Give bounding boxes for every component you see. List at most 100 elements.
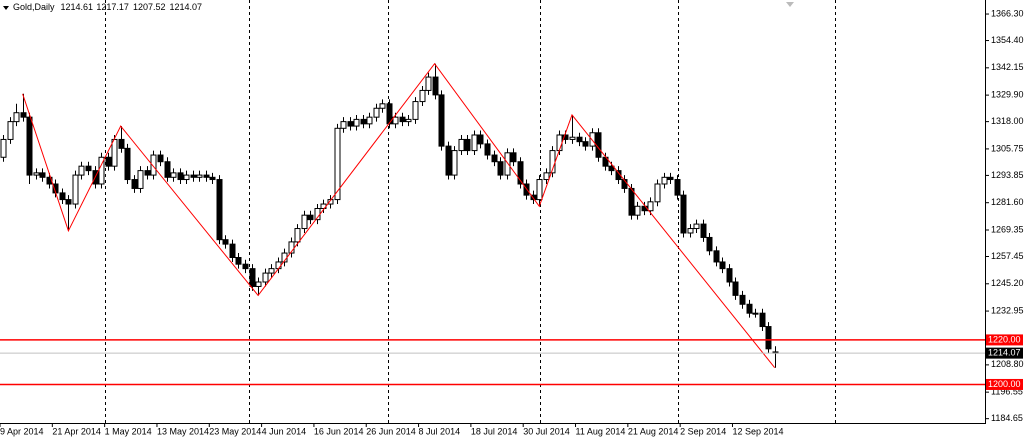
candle-body: [170, 172, 177, 178]
y-tick-label: 1232.95: [991, 305, 1024, 315]
candle-body: [235, 257, 242, 265]
y-tick-label: 1184.65: [991, 413, 1023, 423]
candle-body: [582, 141, 589, 147]
candle-body: [562, 134, 569, 140]
candle-body: [647, 201, 654, 212]
x-tick-label: 9 Apr 2014: [0, 426, 44, 436]
y-tick-label: 1245.20: [991, 278, 1024, 288]
candle-body: [111, 138, 118, 167]
candle-body: [759, 312, 766, 328]
candle-body: [634, 205, 641, 216]
candle-body: [438, 94, 445, 147]
candle-body: [242, 263, 249, 270]
candle-body: [746, 303, 753, 314]
candle-body: [530, 194, 537, 201]
period-separators: [105, 0, 836, 423]
candle-body: [765, 326, 772, 350]
y-tick-label: 1318.00: [991, 116, 1024, 126]
candle-body: [392, 116, 399, 125]
candle-body: [131, 179, 138, 189]
candle-body: [432, 76, 439, 96]
y-tick-label: 1342.15: [991, 62, 1024, 72]
candle-body: [661, 176, 668, 185]
x-tick-label: 21 Apr 2014: [52, 426, 101, 436]
candle-body: [667, 176, 674, 181]
candle-body: [0, 138, 7, 158]
candle-body: [386, 103, 393, 125]
candle-body: [255, 281, 262, 287]
candle-body: [164, 161, 171, 178]
last-open: 1214.61: [61, 2, 94, 12]
candle-body: [576, 136, 583, 143]
candle-body: [713, 250, 720, 263]
candle-body: [340, 121, 347, 129]
candle-body: [7, 121, 14, 140]
x-tick-label: 23 May 2014: [209, 426, 261, 436]
candle-body: [196, 174, 203, 178]
candle-body: [654, 183, 661, 203]
candle-body: [203, 174, 210, 178]
candle-body: [412, 101, 419, 120]
candle-body: [307, 214, 314, 221]
candle-body: [700, 223, 707, 238]
candle-body: [78, 165, 85, 176]
candle-body: [360, 118, 367, 125]
candle-body: [366, 116, 373, 125]
last-price-box: [986, 347, 1023, 359]
candle-body: [536, 179, 543, 201]
candle-body: [425, 76, 432, 91]
level-box: [986, 378, 1023, 390]
candle-body: [687, 228, 694, 234]
candle-body: [275, 261, 282, 270]
candle-body: [517, 161, 524, 185]
candle-body: [589, 132, 596, 147]
candle-body: [419, 89, 426, 103]
candle-body: [301, 214, 308, 230]
last-high: 1217.17: [96, 2, 129, 12]
x-tick-label: 4 Jun 2014: [262, 426, 307, 436]
candle-body: [471, 134, 478, 152]
candle-body: [118, 138, 125, 149]
candle-body: [628, 187, 635, 216]
candle-body: [458, 138, 465, 152]
x-tick-label: 12 Sep 2014: [732, 426, 783, 436]
candle-body: [706, 236, 713, 252]
level-label: 1220.00: [988, 334, 1021, 344]
y-tick-label: 1269.35: [991, 224, 1024, 234]
candle-body: [216, 179, 223, 241]
candle-body: [477, 134, 484, 145]
candle-body: [20, 112, 27, 118]
candle-body: [268, 268, 275, 274]
y-tick-label: 1257.45: [991, 251, 1024, 261]
candle-body: [484, 143, 491, 156]
y-tick-label: 1196.55: [991, 387, 1023, 397]
candle-body: [144, 170, 151, 176]
candle-body: [137, 170, 144, 189]
level-box: [986, 334, 1023, 346]
x-tick-label: 30 Jul 2014: [523, 426, 570, 436]
candle-body: [510, 152, 517, 163]
y-tick-label: 1366.30: [991, 8, 1024, 18]
candle-body: [150, 154, 157, 176]
candle-body: [157, 154, 164, 163]
last-price-label: 1214.07: [988, 348, 1021, 358]
candle-body: [262, 272, 269, 283]
x-tick-label: 13 May 2014: [157, 426, 209, 436]
x-tick-label: 11 Aug 2014: [576, 426, 626, 436]
candle-body: [13, 112, 20, 123]
last-low: 1207.52: [133, 2, 166, 12]
candle-body: [739, 294, 746, 305]
candle-body: [59, 192, 66, 201]
shift-marker: [786, 2, 794, 7]
y-tick-label: 1293.85: [991, 170, 1024, 180]
y-tick-label: 1305.75: [991, 143, 1024, 153]
candle-body: [615, 170, 622, 181]
candle-body: [464, 138, 471, 152]
candle-body: [451, 150, 458, 176]
symbol: Gold,Daily: [13, 2, 55, 12]
header: Gold,Daily 1214.61 1217.17 1207.52 1214.07: [13, 2, 202, 12]
y-tick-label: 1281.60: [991, 197, 1024, 207]
candle-body: [674, 179, 681, 196]
candle-body: [373, 107, 380, 118]
candle-body: [183, 174, 190, 181]
